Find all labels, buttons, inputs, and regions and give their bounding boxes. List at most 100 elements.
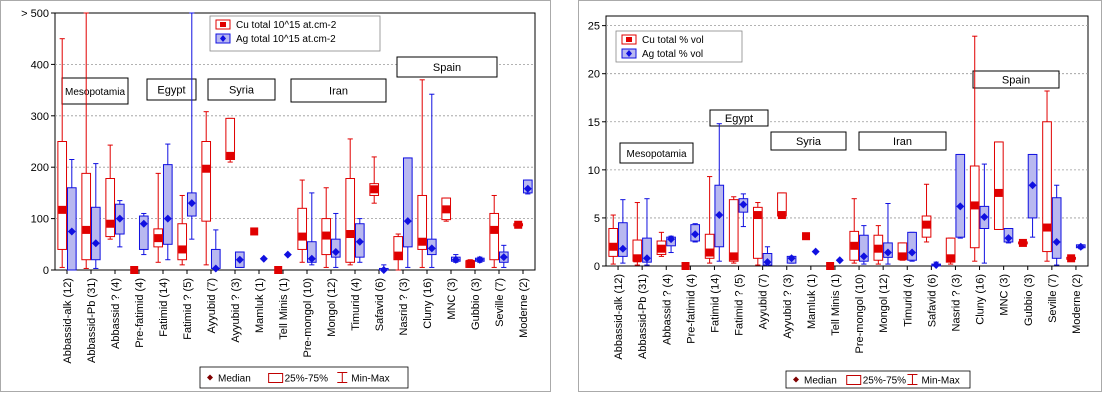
- x-tick-label: Tell Minis (1): [278, 278, 290, 340]
- median-marker: [187, 199, 196, 208]
- box: [90, 206, 101, 261]
- median-marker: [106, 219, 115, 228]
- box: [1051, 197, 1062, 259]
- median-marker: [490, 225, 499, 234]
- box: [489, 212, 500, 261]
- key-box-swatch: [268, 373, 284, 383]
- plot-area: [54, 12, 536, 271]
- median-marker: [202, 164, 211, 173]
- median-marker: [394, 251, 403, 260]
- region-label: Mesopotamia: [65, 87, 125, 98]
- region-label: Spain: [1002, 75, 1030, 87]
- key-whisker-label: Min-Max: [351, 374, 389, 385]
- y-tick-label: 100: [31, 214, 49, 226]
- box: [105, 178, 116, 238]
- median-marker: [379, 266, 388, 274]
- median-marker: [994, 188, 1003, 197]
- x-tick-label: Ayyubid ? (3): [230, 278, 242, 343]
- median-marker: [691, 230, 700, 239]
- region-label-box: [619, 142, 694, 164]
- x-tick-label: Ayyubid (7): [206, 278, 218, 333]
- x-tick-label: Mamluk (1): [806, 274, 818, 329]
- median-marker: [859, 252, 868, 261]
- median-marker: [466, 259, 475, 268]
- median-marker: [1043, 223, 1052, 232]
- box: [81, 172, 92, 261]
- box: [859, 234, 869, 262]
- median-marker: [908, 248, 917, 257]
- region-label: Egypt: [157, 85, 185, 97]
- region-label: Egypt: [725, 113, 753, 125]
- median-marker: [442, 205, 451, 214]
- y-tick-label: 5: [594, 213, 600, 225]
- median-marker: [1052, 237, 1061, 246]
- median-marker: [1067, 254, 1076, 263]
- box: [138, 215, 149, 250]
- x-tick-label: Fatimid (14): [709, 274, 721, 333]
- x-tick-label: Cluny (16): [422, 278, 434, 329]
- median-marker: [681, 262, 690, 270]
- y-tick-label: 15: [588, 117, 600, 129]
- median-marker: [235, 255, 244, 264]
- median-marker: [322, 231, 331, 240]
- median-marker: [874, 244, 883, 253]
- median-marker: [850, 241, 859, 250]
- median-marker: [259, 254, 268, 263]
- median-marker: [657, 244, 666, 253]
- median-marker: [67, 227, 76, 236]
- y-tick-label: 200: [31, 162, 49, 174]
- median-marker: [154, 234, 163, 243]
- key-box-swatch: [846, 375, 862, 385]
- x-tick-label: Fatimid ? (5): [734, 274, 746, 336]
- median-marker: [1028, 181, 1037, 190]
- x-tick-label: Tell Minis (1): [830, 274, 842, 336]
- box: [393, 236, 404, 261]
- median-marker: [729, 252, 738, 261]
- x-tick-label: Abbassid-Pb (31): [86, 278, 98, 363]
- chart-panel-2: 0 5 10 15 20 25 Abbassid-alk (12) Abbassid-Pb (…: [578, 0, 1102, 392]
- box: [704, 233, 715, 259]
- y-tick-label: 10: [588, 165, 600, 177]
- box: [618, 222, 628, 257]
- median-marker: [811, 247, 820, 256]
- box: [417, 194, 428, 250]
- x-tick-label: MNC (3): [446, 278, 458, 320]
- median-marker: [922, 220, 931, 229]
- region-label-box: [972, 70, 1060, 89]
- median-marker: [835, 256, 844, 265]
- median-marker: [883, 248, 892, 257]
- median-marker: [1076, 242, 1085, 251]
- median-marker: [91, 239, 100, 248]
- y-tick-label: 0: [594, 261, 600, 273]
- x-tick-label: Abbassid ? (4): [661, 274, 673, 345]
- x-tick-label: Pre-fatimid (4): [134, 278, 146, 348]
- x-tick-label: Seville (7): [1047, 274, 1059, 323]
- legend-label: Cu total % vol: [642, 35, 704, 46]
- box: [297, 207, 308, 250]
- x-tick-label: Safavid (6): [374, 278, 386, 331]
- key-box-label: 25%-75%: [285, 374, 328, 385]
- median-marker: [370, 185, 379, 194]
- key-whisker-swatch: [337, 372, 348, 383]
- median-marker: [763, 258, 772, 267]
- x-tick-label: Cluny (16): [975, 274, 987, 325]
- x-tick-label: Fatimid (14): [158, 278, 170, 337]
- x-tick-label: Abbassid ? (4): [110, 278, 122, 349]
- x-tick-label: Mamluk (1): [254, 278, 266, 333]
- median-marker: [826, 262, 835, 270]
- box: [177, 223, 188, 261]
- x-tick-label: Nasrid ? (3): [950, 274, 962, 331]
- box: [728, 199, 739, 262]
- x-tick-label: Gubbio (3): [1023, 274, 1035, 326]
- box: [345, 178, 356, 263]
- x-tick-label: Moderne (2): [1071, 274, 1083, 334]
- x-tick-label: Nasrid ? (3): [398, 278, 410, 335]
- region-label: Syria: [229, 85, 255, 97]
- legend-label: Cu total 10^15 at.cm-2: [236, 20, 337, 31]
- median-marker: [178, 245, 187, 254]
- legend-label: Ag total % vol: [642, 49, 703, 60]
- x-tick-label: Pre-mongol (10): [302, 278, 314, 357]
- legend-box: [209, 15, 381, 52]
